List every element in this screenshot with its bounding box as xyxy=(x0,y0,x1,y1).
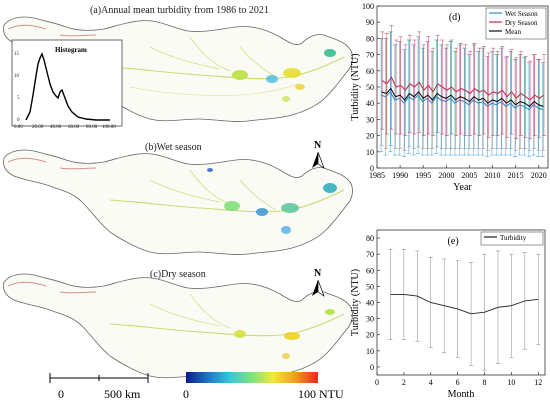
y-tick-label-10: 100 xyxy=(362,2,374,11)
y-tick-label-4: 40 xyxy=(366,99,374,108)
legend-entry-1: Dry Season xyxy=(505,19,538,27)
series-wet-season xyxy=(379,31,545,157)
legend-color-bar xyxy=(186,372,318,383)
x-tick-label-2: 4 xyxy=(429,378,433,387)
x-tick-label-0: 1985 xyxy=(369,171,385,180)
scale-bar: 0 500 km xyxy=(49,373,149,401)
y-tick-label-5: 50 xyxy=(366,282,374,291)
x-tick-label-6: 2015 xyxy=(508,171,524,180)
y-tick-label-8: 80 xyxy=(366,34,374,43)
basin-map-c xyxy=(2,273,354,380)
y-tick-label-6: 60 xyxy=(366,67,374,76)
hist-xtick-5: 100.00 xyxy=(102,125,116,130)
legend-box xyxy=(480,231,544,246)
legend-entry-0: Turbidity xyxy=(500,234,527,242)
x-axis-label: Month xyxy=(448,389,475,400)
x-tick-label-0: 0 xyxy=(375,378,379,387)
scale-bar-end: 500 km xyxy=(104,387,141,401)
hist-ytick-2: 10 xyxy=(14,74,20,79)
hist-xtick-0: 0.00 xyxy=(14,125,23,130)
x-tick-label-3: 2000 xyxy=(438,171,454,180)
y-axis-label: Turbidity (NTU) xyxy=(350,53,361,120)
x-tick-label-6: 12 xyxy=(534,378,542,387)
basin-maps: Histogram 0 5 10 15 0.00 20.00 40.00 60.… xyxy=(2,16,354,401)
north-arrow-b: N xyxy=(312,140,325,169)
y-tick-label-6: 60 xyxy=(366,266,374,275)
map-panel-a: (a)Annual mean turbidity from 1986 to 20… xyxy=(0,0,360,133)
x-tick-label-4: 8 xyxy=(483,378,487,387)
scale-bar-zero: 0 xyxy=(58,387,64,401)
hist-ytick-1: 5 xyxy=(17,96,20,101)
legend-entry-2: Mean xyxy=(505,28,521,36)
x-tick-label-7: 2020 xyxy=(531,171,547,180)
y-tick-label-2: 20 xyxy=(366,331,374,340)
y-tick-label-7: 70 xyxy=(366,250,374,259)
north-arrow-icon xyxy=(312,280,318,296)
north-arrow-icon xyxy=(312,152,318,168)
y-tick-label-1: 10 xyxy=(366,148,374,157)
x-tick-label-4: 2005 xyxy=(461,171,477,180)
series-line xyxy=(390,293,539,315)
series-mean xyxy=(379,31,546,151)
hist-xtick-1: 20.00 xyxy=(32,125,44,130)
histogram-title: Histogram xyxy=(55,46,87,54)
x-tick-label-2: 1995 xyxy=(415,171,431,180)
y-tick-label-0: 0 xyxy=(370,363,374,372)
legend-entry-0: Wet Season xyxy=(505,10,538,18)
series-line xyxy=(381,87,544,108)
map-panel-a-title: (a)Annual mean turbidity from 1986 to 20… xyxy=(90,5,269,16)
x-tick-label-3: 6 xyxy=(456,378,460,387)
map-panel-b-title: (b)Wet season xyxy=(145,142,202,153)
y-tick-label-9: 90 xyxy=(366,18,374,27)
map-panel-c: (c)Dry season xyxy=(0,257,360,367)
north-arrow-c: N xyxy=(312,268,325,297)
x-tick-label-5: 10 xyxy=(507,378,515,387)
y-tick-label-0: 0 xyxy=(370,164,374,173)
chart-e: (e) 0 10 20 30 40 50 60 70 80 0 2 4 6 8 10 12 Month Turbid… xyxy=(350,229,546,400)
hist-ytick-3: 15 xyxy=(14,52,20,57)
chart-d: (d) 0 10 20 30 40 50 60 70 80 90 100 1985 1990 1995 200… xyxy=(350,2,549,193)
hist-ytick-0: 0 xyxy=(17,118,20,123)
panel-label: (d) xyxy=(449,12,461,23)
y-tick-label-4: 40 xyxy=(366,299,374,308)
y-tick-label-5: 50 xyxy=(366,83,374,92)
panel-label: (e) xyxy=(448,236,459,247)
y-tick-label-8: 80 xyxy=(366,234,374,243)
y-axis-label: Turbidity (NTU) xyxy=(350,269,361,336)
basin-map-a xyxy=(2,16,354,123)
color-legend: 0 100 NTU xyxy=(183,372,344,401)
map-panel-c-title: (c)Dry season xyxy=(150,269,206,280)
histogram-curve xyxy=(25,52,110,121)
hist-xtick-2: 40.00 xyxy=(50,125,62,130)
x-axis-label: Year xyxy=(453,182,472,193)
series-dry-season xyxy=(380,25,546,140)
y-tick-label-3: 30 xyxy=(366,315,374,324)
chart-legend: Turbidity xyxy=(480,231,544,246)
map-panel-b: (b)Wet season xyxy=(0,133,360,257)
y-tick-label-3: 30 xyxy=(366,115,374,124)
series-turbidity xyxy=(388,249,541,371)
legend-max-label: 100 NTU xyxy=(298,387,344,401)
x-tick-label-5: 2010 xyxy=(485,171,501,180)
x-tick-label-1: 1990 xyxy=(392,171,408,180)
y-tick-label-2: 20 xyxy=(366,132,374,141)
y-tick-label-7: 70 xyxy=(366,51,374,60)
north-arrow-c-label: N xyxy=(314,268,322,279)
basin-map-b xyxy=(2,149,354,256)
hist-xtick-4: 80.00 xyxy=(86,125,98,130)
legend-min-label: 0 xyxy=(183,387,189,401)
x-tick-label-1: 2 xyxy=(402,378,406,387)
histogram-inset: Histogram 0 5 10 15 0.00 20.00 40.00 60.… xyxy=(11,39,123,130)
hist-xtick-3: 60.00 xyxy=(68,125,80,130)
y-tick-label-1: 10 xyxy=(366,347,374,356)
north-arrow-b-label: N xyxy=(314,140,322,151)
